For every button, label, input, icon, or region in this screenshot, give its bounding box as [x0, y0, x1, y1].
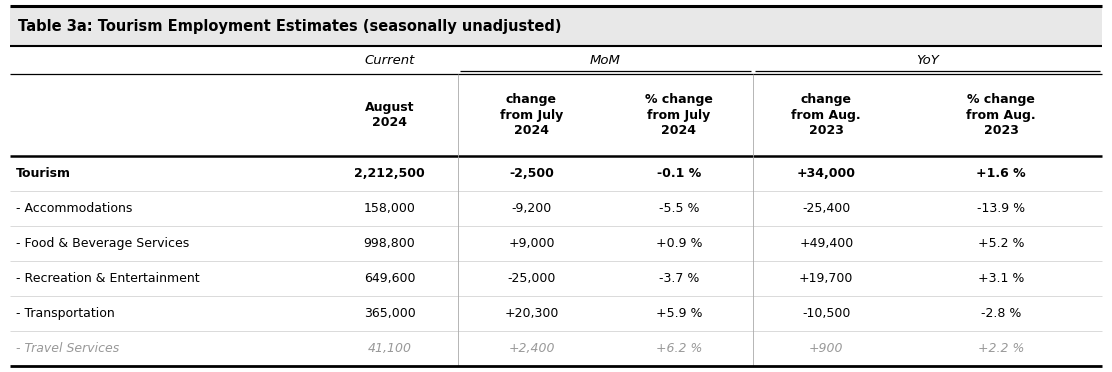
Text: -13.9 %: -13.9 %	[977, 202, 1025, 215]
Text: -0.1 %: -0.1 %	[657, 167, 701, 180]
Text: - Recreation & Entertainment: - Recreation & Entertainment	[16, 272, 200, 285]
Text: -25,400: -25,400	[802, 202, 851, 215]
Text: 649,600: 649,600	[364, 272, 415, 285]
Text: 2,212,500: 2,212,500	[354, 167, 425, 180]
Text: 41,100: 41,100	[367, 342, 411, 355]
Text: +900: +900	[810, 342, 844, 355]
Text: Current: Current	[365, 54, 415, 67]
Text: 158,000: 158,000	[364, 202, 416, 215]
Text: - Food & Beverage Services: - Food & Beverage Services	[16, 237, 189, 250]
Text: +34,000: +34,000	[797, 167, 856, 180]
Text: +6.2 %: +6.2 %	[656, 342, 702, 355]
Text: +2,400: +2,400	[508, 342, 555, 355]
Text: - Travel Services: - Travel Services	[16, 342, 119, 355]
Text: +5.9 %: +5.9 %	[656, 307, 702, 320]
Text: - Transportation: - Transportation	[16, 307, 115, 320]
Text: +19,700: +19,700	[800, 272, 853, 285]
Text: -25,000: -25,000	[507, 272, 556, 285]
Text: +3.1 %: +3.1 %	[977, 272, 1024, 285]
Text: +0.9 %: +0.9 %	[656, 237, 702, 250]
Text: -2,500: -2,500	[509, 167, 554, 180]
Text: +20,300: +20,300	[504, 307, 558, 320]
Bar	[10, 6, 1102, 46]
Text: -5.5 %: -5.5 %	[658, 202, 699, 215]
Text: -2.8 %: -2.8 %	[981, 307, 1021, 320]
Text: +49,400: +49,400	[800, 237, 853, 250]
Text: +5.2 %: +5.2 %	[977, 237, 1024, 250]
Text: MoM: MoM	[589, 54, 620, 67]
Text: % change
from July
2024: % change from July 2024	[645, 93, 713, 137]
Text: +9,000: +9,000	[508, 237, 555, 250]
Text: change
from Aug.
2023: change from Aug. 2023	[792, 93, 861, 137]
Text: +2.2 %: +2.2 %	[977, 342, 1024, 355]
Text: -10,500: -10,500	[802, 307, 851, 320]
Text: Tourism: Tourism	[16, 167, 71, 180]
Text: +1.6 %: +1.6 %	[976, 167, 1025, 180]
Text: -9,200: -9,200	[512, 202, 552, 215]
Text: change
from July
2024: change from July 2024	[499, 93, 563, 137]
Text: 365,000: 365,000	[364, 307, 416, 320]
Text: 998,800: 998,800	[364, 237, 416, 250]
Text: August
2024: August 2024	[365, 101, 414, 129]
Text: - Accommodations: - Accommodations	[16, 202, 132, 215]
Text: Table 3a: Tourism Employment Estimates (seasonally unadjusted): Table 3a: Tourism Employment Estimates (…	[18, 19, 562, 33]
Text: -3.7 %: -3.7 %	[658, 272, 699, 285]
Text: % change
from Aug.
2023: % change from Aug. 2023	[966, 93, 1035, 137]
Text: YoY: YoY	[916, 54, 939, 67]
